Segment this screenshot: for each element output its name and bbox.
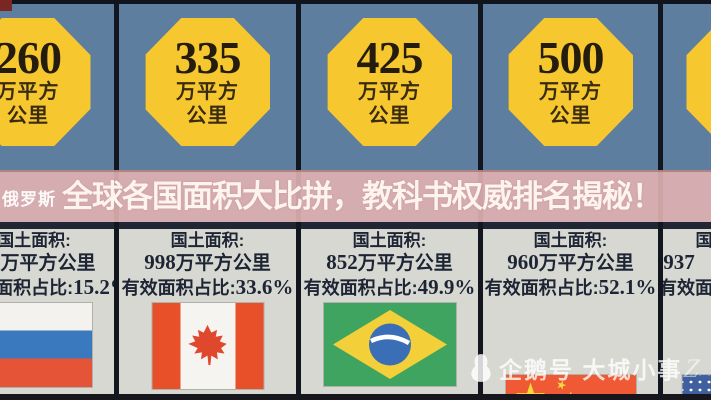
ratio-value: 52.1% [598,275,657,299]
area-number: 937 [663,250,695,274]
brazil-flag [323,303,456,386]
area-unit: 万平方公里 [538,253,634,274]
badge-unit: 万平方 [0,81,60,103]
badge-value: 500 [537,32,605,83]
canada-flag-center [180,303,235,389]
area-badge: 500 万平方 公里 [508,18,633,146]
area-number: 998 [144,250,176,274]
ratio-line: 有效面积占比:49.9% [301,275,478,301]
bottom-frame-bar [0,394,711,400]
badge-unit: 万平方 [176,81,239,103]
corner-red-mark [0,0,12,11]
area-badge: 425 万平方 公里 [327,18,452,146]
ratio-label: 有效面积占比: [484,278,599,298]
info-card: 国土面积: 852万平方公里 有效面积占比:49.9% [301,222,478,394]
ratio-label: 面积占比: [0,278,74,298]
ratio-label: 有效面积占比: [121,278,236,298]
watermark-text: 企鹅号 大城小事 [499,357,683,383]
brazil-flag-emblem [332,310,447,379]
info-title: 国土面积: [352,231,427,250]
info-title: 国 [695,231,711,250]
top-frame-bar [0,0,711,4]
area-number: 852 [326,250,358,274]
area-unit: 万平方公里 [175,253,271,274]
ratio-line: 有效面 [600,275,711,301]
area-badge: 260 万平方 公里 [0,18,91,146]
area-line: 852万平方公里 [301,251,478,275]
badge-value: 425 [356,32,424,83]
badge-unit: 公里 [549,105,592,127]
badge-unit: 万平方 [358,81,421,103]
ratio-label: 有效面 [659,278,711,298]
ratio-value: 49.9% [417,275,476,299]
country-label: 俄罗斯 [2,190,56,209]
watermark: 企鹅号 大城小事 Z [468,351,702,385]
canada-flag [152,303,263,389]
area-unit: 万平方公里 [357,253,453,274]
info-title: 国土面积: [0,231,71,250]
area-line: 937 [593,251,711,275]
ratio-line: 有效面积占比:52.1% [483,275,658,301]
canada-flag-right-bar [235,303,263,389]
area-badge: 335 万平方 公里 [145,18,270,146]
russia-flag [0,303,92,387]
penguin-icon [471,354,491,382]
area-line: 960万平方公里 [483,251,658,275]
headline-text: 全球各国面积大比拼，教科书权威排名揭秘！ [62,179,663,214]
badge-value: 260 [0,32,62,83]
badge-unit: 公里 [368,105,411,127]
area-number: 960 [507,250,539,274]
area-line: 万平方公里 [0,251,134,275]
area-line: 998万平方公里 [119,251,296,275]
ratio-line: 有效面积占比:33.6% [119,275,296,301]
info-title: 国土面积: [533,231,608,250]
badge-unit: 万平方 [539,81,602,103]
maple-leaf-icon [188,324,227,366]
info-title: 国土面积: [170,231,245,250]
watermark-suffix: Z [682,352,702,383]
canada-flag-left-bar [152,303,180,389]
ratio-label: 有效面积占比: [303,278,418,298]
badge-unit: 公里 [7,105,49,127]
ratio-value: 33.6% [235,275,294,299]
area-unit: 万平方公里 [0,253,96,274]
info-card: 国土面积: 998万平方公里 有效面积占比:33.6% [119,222,296,394]
info-card: 国土面积: 960万平方公里 有效面积占比:52.1% ★ ★ ★ ★ ★ [483,222,658,400]
badge-value: 335 [174,32,242,83]
info-card: 国土面积: 万平方公里 面积占比:15.2% [0,222,131,394]
area-badge [686,18,711,146]
headline-band: 俄罗斯 全球各国面积大比拼，教科书权威排名揭秘！ [0,170,711,222]
badge-unit: 公里 [186,105,229,127]
